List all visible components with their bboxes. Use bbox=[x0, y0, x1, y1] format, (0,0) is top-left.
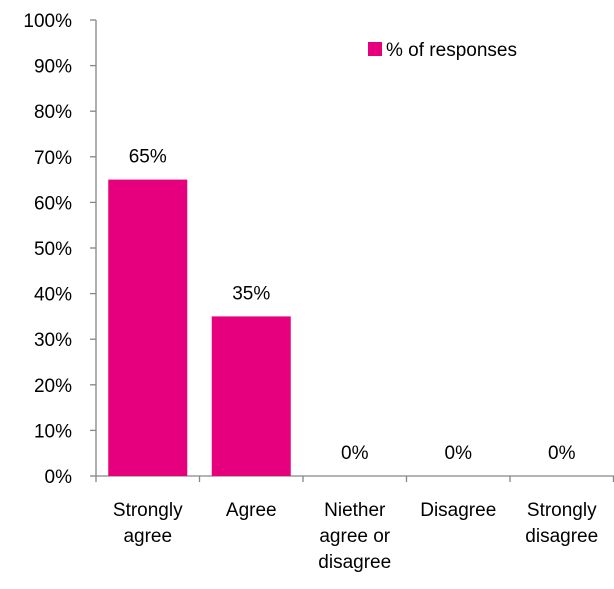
y-tick-label: 30% bbox=[34, 330, 72, 351]
bar-data-label: 65% bbox=[129, 147, 167, 168]
bar-data-label: 35% bbox=[232, 283, 270, 304]
y-tick-label: 0% bbox=[45, 467, 73, 488]
x-category-label: Strongly agree bbox=[113, 500, 183, 547]
bar bbox=[108, 179, 188, 476]
y-tick-label: 20% bbox=[34, 376, 72, 397]
legend-swatch bbox=[368, 42, 382, 56]
y-tick-label: 40% bbox=[34, 285, 72, 306]
bar-data-label: 0% bbox=[548, 443, 576, 464]
bars bbox=[108, 179, 291, 476]
data-labels: 65% 35% 0% 0% 0% bbox=[129, 147, 576, 464]
bar bbox=[211, 316, 291, 476]
bar-data-label: 0% bbox=[341, 443, 369, 464]
x-category-label: Niether agree or disagree bbox=[318, 500, 391, 573]
y-tick-label: 70% bbox=[34, 148, 72, 169]
y-axis: 0% 10% 20% 30% 40% 50% 60% 70% 80% 90% 100% bbox=[23, 11, 97, 488]
y-tick-label: 50% bbox=[34, 239, 72, 260]
legend-label: % of responses bbox=[386, 40, 517, 61]
x-category-label: Agree bbox=[226, 500, 277, 521]
bar-data-label: 0% bbox=[445, 443, 473, 464]
y-tick-label: 10% bbox=[34, 421, 72, 442]
y-tick-label: 100% bbox=[23, 11, 72, 32]
y-tick-label: 60% bbox=[34, 193, 72, 214]
x-tick-labels: Strongly agree Agree Niether agree or disagre… bbox=[113, 500, 598, 573]
legend: % of responses bbox=[368, 40, 517, 61]
x-axis bbox=[95, 475, 614, 482]
y-tick-label: 90% bbox=[34, 57, 72, 78]
y-tick-label: 80% bbox=[34, 102, 72, 123]
x-category-label: Strongly disagree bbox=[525, 500, 598, 547]
x-category-label: Disagree bbox=[420, 500, 496, 521]
